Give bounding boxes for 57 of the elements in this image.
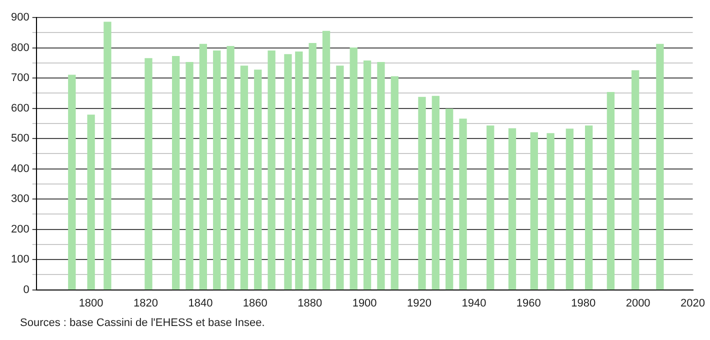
bar <box>566 128 574 290</box>
y-tick-label: 600 <box>10 102 30 114</box>
source-note: Sources : base Cassini de l'EHESS et base Insee. <box>20 317 266 329</box>
y-tick-label: 400 <box>10 162 30 175</box>
bar <box>508 128 516 290</box>
x-tick-label: 2020 <box>680 297 706 310</box>
bar <box>322 30 330 290</box>
bar <box>284 54 292 290</box>
bar <box>632 70 640 290</box>
bar <box>68 74 76 290</box>
bar <box>530 132 538 290</box>
y-tick-label: 300 <box>10 193 30 206</box>
x-tick-label: 1800 <box>78 297 104 310</box>
x-tick-label: 1880 <box>298 297 322 310</box>
x-tick-label: 1820 <box>134 297 158 310</box>
y-tick-label: 800 <box>10 42 30 54</box>
y-tick-label: 0 <box>23 284 30 296</box>
bar <box>350 48 358 290</box>
x-tick-label: 1860 <box>242 297 268 310</box>
bar <box>336 66 344 290</box>
bar <box>656 44 664 290</box>
bar <box>186 62 194 290</box>
bar <box>199 44 208 290</box>
bar <box>377 62 385 290</box>
x-tick-label: 1940 <box>462 297 486 310</box>
y-tick-label: 500 <box>10 132 30 145</box>
bar <box>254 70 262 290</box>
y-tick-label: 900 <box>10 12 30 24</box>
x-tick-label: 1900 <box>352 297 377 310</box>
bar <box>546 133 554 290</box>
x-tick-label: 1840 <box>188 297 213 310</box>
x-tick-label: 1960 <box>516 297 541 310</box>
bar <box>418 96 426 290</box>
bar <box>295 51 303 290</box>
bar <box>363 60 372 290</box>
y-tick-label: 200 <box>10 223 30 236</box>
bar <box>446 108 454 290</box>
bar <box>104 22 112 290</box>
bar <box>308 42 316 290</box>
x-tick-label: 1920 <box>407 297 432 310</box>
bar <box>459 118 467 290</box>
y-tick-label: 100 <box>10 254 30 266</box>
bar <box>585 126 593 290</box>
bar <box>432 96 440 290</box>
x-tick-label: 1980 <box>571 297 596 310</box>
bar <box>172 56 180 290</box>
bar <box>226 46 234 290</box>
bar <box>213 50 221 290</box>
bar <box>606 92 615 290</box>
bar <box>144 58 152 290</box>
y-tick-label: 700 <box>10 72 30 84</box>
bar <box>390 76 398 290</box>
bar <box>486 126 494 290</box>
bar <box>87 114 95 290</box>
x-tick-label: 2000 <box>626 297 650 310</box>
bar <box>240 66 248 290</box>
bar <box>268 50 276 290</box>
